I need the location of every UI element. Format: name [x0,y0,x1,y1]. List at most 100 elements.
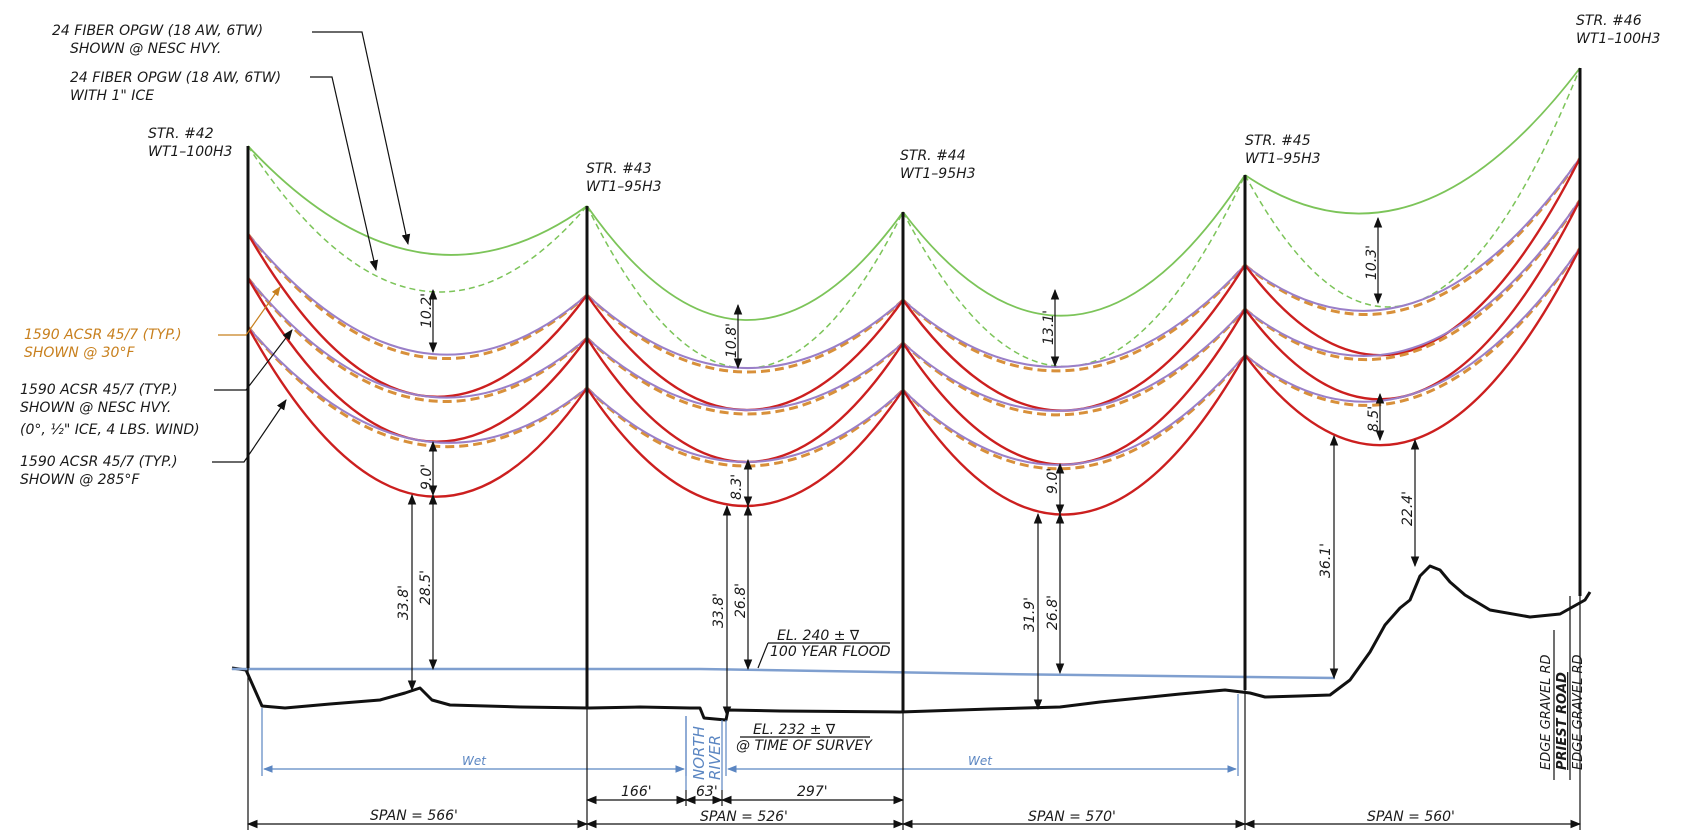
conductor-nesc-span-2-phase-1 [586,294,904,369]
shield-wire-span-3 [902,174,1246,317]
shield-wire-ice-span-1 [247,145,588,293]
svg-text:(0°, ½" ICE, 4 LBS. WIND): (0°, ½" ICE, 4 LBS. WIND) [20,422,200,438]
conductor-285f-span-3-phase-2 [901,308,1247,466]
conductor-30f-span-3-phase-1 [901,264,1247,373]
structure-label-43: STR. #43 WT1–95H3 [586,161,662,195]
conductor-nesc-span-4-phase-1 [1244,157,1581,312]
conductor-285f-span-1-phase-3 [246,326,588,498]
ground-profile [231,564,1592,722]
clearance-span4-ground-b: 22.4' [1400,491,1416,526]
clearance-span4-ground-a: 36.1' [1318,543,1334,578]
clearance-span1-shield: 10.2' [419,293,435,328]
svg-text:WT1–100H3: WT1–100H3 [1576,31,1660,47]
road-labels: EDGE GRAVEL RD PRIEST ROAD EDGE GRAVEL R… [1539,596,1586,780]
conductor-nesc-span-1-phase-1 [247,233,588,356]
svg-text:24 FIBER OPGW (18 AW, 6TW): 24 FIBER OPGW (18 AW, 6TW) [52,23,263,39]
structure-label-46: STR. #46 WT1–100H3 [1576,13,1660,47]
svg-text:RIVER: RIVER [706,735,724,780]
callout-acsr-285f: 1590 ACSR 45/7 (TYP.) SHOWN @ 285°F [20,399,287,488]
svg-text:SHOWN @ 285°F: SHOWN @ 285°F [20,472,140,488]
clearance-span1-conductor: 9.0' [419,464,435,490]
shield-wire-span-4 [1244,67,1581,215]
svg-text:WT1–95H3: WT1–95H3 [1245,151,1321,167]
wire-group [246,67,1582,516]
svg-text:Wet: Wet [968,754,993,768]
svg-text:24 FIBER OPGW (18 AW, 6TW): 24 FIBER OPGW (18 AW, 6TW) [70,70,281,86]
svg-text:Wet: Wet [462,754,487,768]
conductor-nesc-span-2-phase-2 [586,337,904,411]
shield-wire-ice-span-2 [586,205,904,369]
svg-text:SHOWN @ NESC HVY.: SHOWN @ NESC HVY. [20,400,171,416]
flood-line [232,667,1336,680]
structure-label-45: STR. #45 WT1–95H3 [1245,133,1321,167]
svg-text:STR. #42: STR. #42 [148,126,214,142]
callout-acsr-nesc: 1590 ACSR 45/7 (TYP.) SHOWN @ NESC HVY. … [20,329,293,438]
conductor-30f-span-4-phase-1 [1244,157,1582,316]
svg-text:1590 ACSR 45/7 (TYP.): 1590 ACSR 45/7 (TYP.) [20,382,178,398]
clearance-span3-shield: 13.1' [1041,310,1057,345]
wetland-extent-2: Wet [725,694,1239,776]
svg-text:EL. 240 ± ∇: EL. 240 ± ∇ [777,628,860,644]
conductor-285f-span-4-phase-1 [1244,157,1582,357]
clearance-span3-ground-b: 26.8' [1045,595,1061,630]
wetland-extent-1: Wet [261,708,687,776]
svg-text:1590 ACSR 45/7 (TYP.): 1590 ACSR 45/7 (TYP.) [20,454,178,470]
span-1: SPAN = 566' [370,808,458,824]
conductor-285f-span-4-phase-3 [1244,247,1582,447]
conductor-nesc-span-3-phase-1 [902,264,1246,368]
road-priest: PRIEST ROAD [1555,672,1570,770]
clearance-span1-ground-a: 33.8' [396,585,412,620]
conductor-nesc-span-4-phase-3 [1244,247,1581,403]
svg-text:EL. 232 ± ∇: EL. 232 ± ∇ [753,722,836,738]
conductor-30f-span-2-phase-1 [585,293,905,374]
conductor-285f-span-4-phase-2 [1244,199,1582,401]
svg-text:STR. #46: STR. #46 [1576,13,1642,29]
clearance-dimensions [407,216,1420,718]
sub-span-2: 63' [696,784,718,800]
flood-elevation-note: EL. 240 ± ∇ 100 YEAR FLOOD [757,628,891,669]
clearance-span2-ground-b: 26.8' [733,583,749,618]
road-edge-gravel-2: EDGE GRAVEL RD [1571,654,1586,770]
clearance-span3-conductor: 9.0' [1045,468,1061,494]
svg-text:SHOWN @ 30°F: SHOWN @ 30°F [24,345,135,361]
conductor-30f-span-1-phase-3 [246,326,588,449]
clearance-span3-ground-a: 31.9' [1022,597,1038,632]
conductor-285f-span-3-phase-3 [901,354,1247,516]
clearance-span2-conductor: 8.3' [729,474,745,500]
survey-elevation-note: EL. 232 ± ∇ @ TIME OF SURVEY [736,722,873,754]
conductor-30f-span-1-phase-1 [246,233,589,361]
sub-span-3: 297' [797,784,828,800]
svg-text:1590 ACSR 45/7 (TYP.): 1590 ACSR 45/7 (TYP.) [24,327,182,343]
conductor-nesc-span-3-phase-2 [902,308,1246,412]
conductor-nesc-span-1-phase-3 [247,326,588,444]
conductor-30f-span-1-phase-2 [246,277,589,403]
structure-label-44: STR. #44 WT1–95H3 [900,148,976,182]
road-edge-gravel-1: EDGE GRAVEL RD [1539,654,1554,770]
clearance-span1-ground-b: 28.5' [418,570,434,605]
svg-text:STR. #45: STR. #45 [1245,133,1311,149]
clearance-values: 10.2' 9.0' 33.8' 28.5' 10.8' 8.3' 33.8' … [396,245,1416,632]
sub-span-1: 166' [621,784,652,800]
callout-acsr-30f: 1590 ACSR 45/7 (TYP.) SHOWN @ 30°F [24,286,281,361]
clearance-span4-conductor: 8.5' [1366,406,1382,432]
svg-text:STR. #43: STR. #43 [586,161,652,177]
conductor-30f-span-3-phase-3 [901,354,1247,471]
svg-text:NORTH: NORTH [690,726,708,780]
callout-opgw-nesc: 24 FIBER OPGW (18 AW, 6TW) SHOWN @ NESC … [52,23,411,246]
conductor-285f-span-1-phase-2 [246,277,588,443]
svg-text:@ TIME OF SURVEY: @ TIME OF SURVEY [736,738,873,754]
conductor-nesc-span-1-phase-2 [247,277,588,399]
conductor-30f-span-4-phase-3 [1244,247,1582,407]
structure-label-42: STR. #42 WT1–100H3 [148,126,232,160]
svg-text:STR. #44: STR. #44 [900,148,966,164]
clearance-span2-ground-a: 33.8' [711,593,727,628]
svg-text:WT1–95H3: WT1–95H3 [586,179,662,195]
svg-text:WT1–95H3: WT1–95H3 [900,166,976,182]
callout-opgw-ice: 24 FIBER OPGW (18 AW, 6TW) WITH 1" ICE [70,70,379,272]
shield-wire-ice-span-4 [1244,67,1581,308]
svg-text:WITH 1" ICE: WITH 1" ICE [70,88,154,104]
clearance-span4-shield: 10.3' [1364,245,1380,280]
conductor-nesc-span-4-phase-2 [1244,199,1581,357]
conductor-nesc-span-3-phase-3 [902,354,1246,466]
clearance-span2-shield: 10.8' [724,323,740,358]
